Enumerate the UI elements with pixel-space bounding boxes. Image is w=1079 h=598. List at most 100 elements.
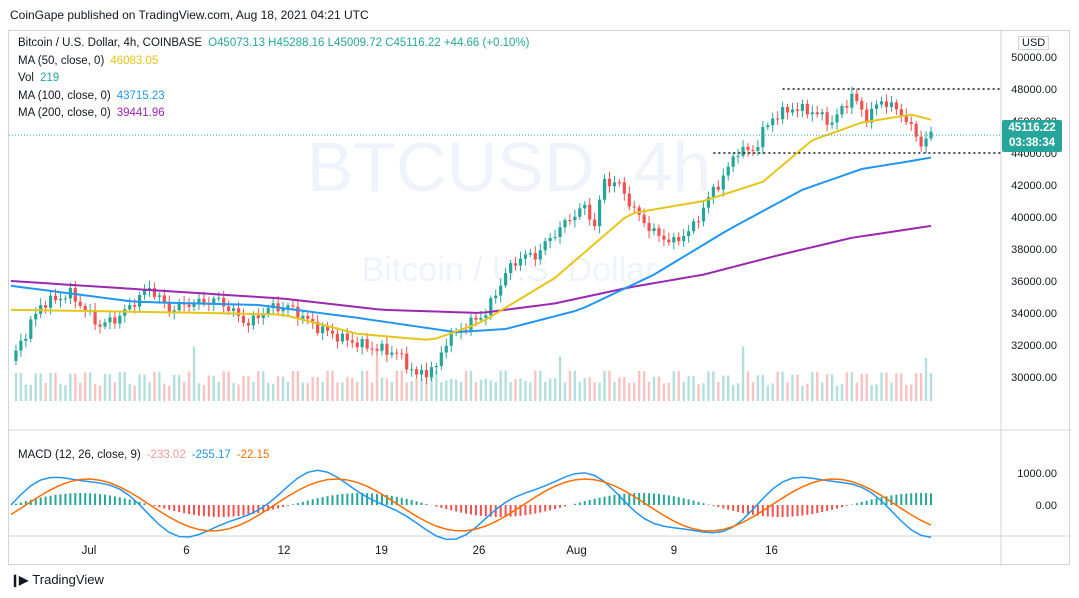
volume-bar — [29, 384, 32, 401]
volume-bar — [59, 384, 62, 401]
volume-bar — [405, 382, 408, 401]
volume-bar — [182, 382, 186, 401]
footer[interactable]: ❙▶ TradingView — [10, 572, 104, 587]
macd-histogram-bar — [534, 505, 537, 514]
volume-bar — [469, 370, 473, 401]
candle-body — [548, 237, 552, 242]
volume-bar — [341, 382, 344, 401]
volume-bar — [375, 356, 379, 401]
candle-body — [726, 166, 730, 176]
volume-bar — [820, 382, 824, 401]
candle-body — [513, 263, 518, 266]
volume-bar — [741, 346, 745, 401]
volume-bar — [727, 375, 730, 401]
macd-histogram-bar — [667, 495, 670, 505]
macd-label: MACD (12, 26, close, 9) — [18, 449, 141, 461]
candle-body — [855, 93, 859, 101]
volume-bar — [766, 385, 769, 401]
volume-bar — [514, 379, 517, 401]
volume-bar — [212, 375, 215, 401]
candle-body — [24, 338, 28, 341]
macd-histogram-bar — [207, 505, 210, 517]
macd-histogram-bar — [341, 493, 344, 505]
candle-body — [266, 308, 270, 315]
currency-label[interactable]: USD — [1018, 36, 1050, 50]
candle-body — [904, 115, 908, 123]
macd-histogram-bar — [905, 493, 908, 505]
candle-body — [909, 122, 913, 124]
macd-histogram-bar — [143, 503, 146, 505]
ohlc-values: O45073.13 H45288.16 L45009.72 C45116.22 … — [208, 37, 530, 49]
candle-body — [98, 324, 102, 327]
candle-body — [78, 301, 82, 306]
macd-histogram-bar — [900, 494, 903, 505]
volume-bar — [657, 376, 661, 401]
volume-bar — [257, 371, 260, 401]
macd-histogram-bar — [450, 505, 453, 511]
volume-bar — [707, 371, 710, 401]
volume-bar — [262, 371, 265, 401]
candle-body — [469, 317, 473, 331]
macd-histogram-bar — [118, 497, 121, 505]
candle-body — [830, 122, 834, 125]
macd-histogram-bar — [756, 505, 759, 516]
volume-bar — [647, 381, 651, 401]
volume-bar — [692, 375, 695, 401]
macd-histogram-bar — [183, 505, 186, 514]
volume-bar — [44, 382, 47, 401]
volume-bar — [781, 371, 784, 401]
macd-histogram-bar — [657, 494, 660, 505]
macd-histogram-bar — [415, 501, 418, 505]
macd-histogram-bar — [722, 505, 725, 509]
volume-bar — [850, 372, 854, 401]
candle-body — [192, 302, 196, 307]
volume-bar — [103, 374, 107, 401]
macd-histogram-bar — [776, 505, 779, 517]
macd-histogram-bar — [321, 497, 324, 505]
last-price-badge: 45116.22 03:38:34 — [1002, 120, 1062, 152]
macd-histogram-bar — [326, 496, 329, 505]
candle-body — [231, 308, 236, 311]
macd-histogram-bar — [840, 505, 843, 508]
volume-bar — [830, 374, 834, 401]
candle-body — [162, 295, 166, 303]
macd-histogram-bar — [351, 493, 354, 505]
macd-histogram-bar — [875, 498, 878, 505]
macd-histogram-bar — [395, 496, 398, 505]
volume-bar — [301, 382, 305, 401]
candle-body — [177, 302, 181, 311]
volume-bar — [306, 383, 309, 401]
candle-body — [311, 318, 315, 322]
macd-histogram-bar — [539, 505, 542, 513]
candle-body — [617, 182, 621, 184]
candle-body — [691, 221, 696, 232]
volume-bar — [276, 376, 280, 401]
y-tick-label: 40000.00 — [1011, 212, 1057, 224]
candle-body — [479, 317, 483, 320]
candle-body — [494, 295, 498, 299]
symbol-label: Bitcoin / U.S. Dollar, 4h, COINBASE — [18, 37, 203, 49]
candle-body — [14, 350, 18, 361]
macd-histogram-bar — [222, 505, 225, 517]
volume-bar — [746, 371, 750, 401]
volume-bar — [459, 382, 463, 401]
macd-histogram-bar — [608, 495, 611, 505]
published-note: CoinGape published on TradingView.com, A… — [10, 8, 369, 22]
macd-histogram-bar — [257, 505, 260, 513]
ma50-line — [10, 113, 932, 341]
volume-bar — [924, 357, 928, 401]
macd-histogram-bar — [727, 505, 730, 510]
candle-body — [113, 317, 117, 324]
candle-body — [142, 289, 147, 296]
candle-body — [48, 295, 53, 308]
footer-brand: TradingView — [32, 572, 104, 587]
macd-histogram-bar — [410, 500, 413, 505]
volume-bar — [929, 373, 933, 401]
candle-body — [528, 253, 532, 255]
candle-body — [701, 207, 706, 222]
ma100-line — [10, 156, 932, 334]
macd-histogram-bar — [49, 495, 52, 505]
macd-histogram-bar — [489, 505, 492, 517]
x-tick-label: Jul — [82, 545, 97, 557]
volume-bar — [271, 383, 275, 401]
